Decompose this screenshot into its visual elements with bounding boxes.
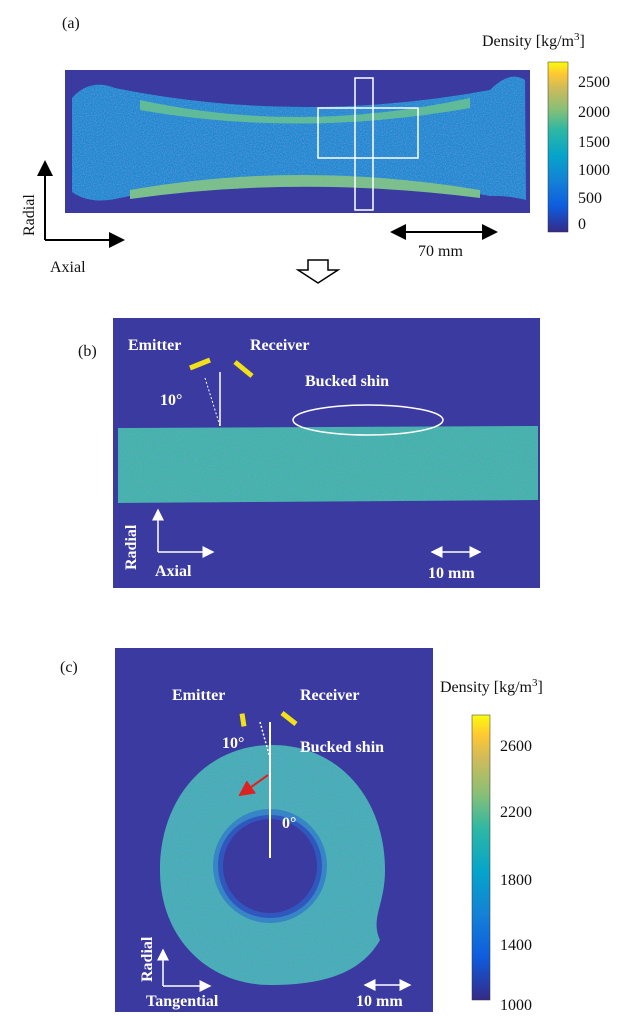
zero-label: 0° xyxy=(282,815,296,832)
emitter-label: Emitter xyxy=(128,337,181,354)
bone xyxy=(118,426,538,503)
title-close: ] xyxy=(580,33,585,50)
colorbar-title: Density [kg/m3] xyxy=(482,31,585,50)
title-text: Density [kg/m xyxy=(440,679,533,696)
angle-label: 10° xyxy=(222,735,244,752)
scale-label: 10 mm xyxy=(356,993,403,1010)
panel-c: (c) Emitter Receiver Bucked shin 10° 0° … xyxy=(60,648,543,1014)
colorbar-tick: 1800 xyxy=(500,872,532,889)
colorbar-tick: 0 xyxy=(578,216,586,233)
figure: (a) Density [kg/m3] 2500 2000 1500 1000 … xyxy=(0,0,640,1016)
colorbar-tick: 1500 xyxy=(578,134,610,151)
title-close: ] xyxy=(538,679,543,696)
colorbar-tick: 2500 xyxy=(578,74,610,91)
colorbar xyxy=(472,715,490,1000)
axis-label: Radial xyxy=(21,194,38,236)
axis-label: Radial xyxy=(123,524,140,570)
colorbar-tick: 500 xyxy=(578,190,602,207)
colorbar-tick: 1000 xyxy=(578,162,610,179)
panel-label: (a) xyxy=(62,15,80,32)
colorbar-tick: 2600 xyxy=(500,738,532,755)
annotation: Bucked shin xyxy=(300,739,384,756)
panel-label: (c) xyxy=(60,659,78,676)
emitter-label: Emitter xyxy=(172,687,225,704)
panel-a: (a) Density [kg/m3] 2500 2000 1500 1000 … xyxy=(21,15,610,283)
receiver-label: Receiver xyxy=(250,337,310,354)
colorbar-tick: 2000 xyxy=(578,104,610,121)
axis-label: Radial xyxy=(139,936,156,982)
down-arrow xyxy=(298,260,338,283)
colorbar-tick: 2200 xyxy=(500,804,532,821)
colorbar-tick: 1000 xyxy=(500,997,532,1014)
scale-label: 70 mm xyxy=(418,243,463,260)
colorbar xyxy=(548,62,568,232)
panel-label: (b) xyxy=(78,343,97,360)
angle-label: 10° xyxy=(160,392,182,409)
scale-label: 10 mm xyxy=(428,565,475,582)
annotation: Bucked shin xyxy=(305,373,389,390)
colorbar-title: Density [kg/m3] xyxy=(440,677,543,696)
panel-b: (b) Emitter Receiver Bucked shin 10° Rad… xyxy=(78,318,540,588)
receiver-label: Receiver xyxy=(300,687,360,704)
axis-label: Axial xyxy=(50,259,86,276)
colorbar-tick: 1400 xyxy=(500,937,532,954)
axis-label: Tangential xyxy=(146,993,219,1010)
title-text: Density [kg/m xyxy=(482,33,575,50)
axis-label: Axial xyxy=(155,563,192,580)
